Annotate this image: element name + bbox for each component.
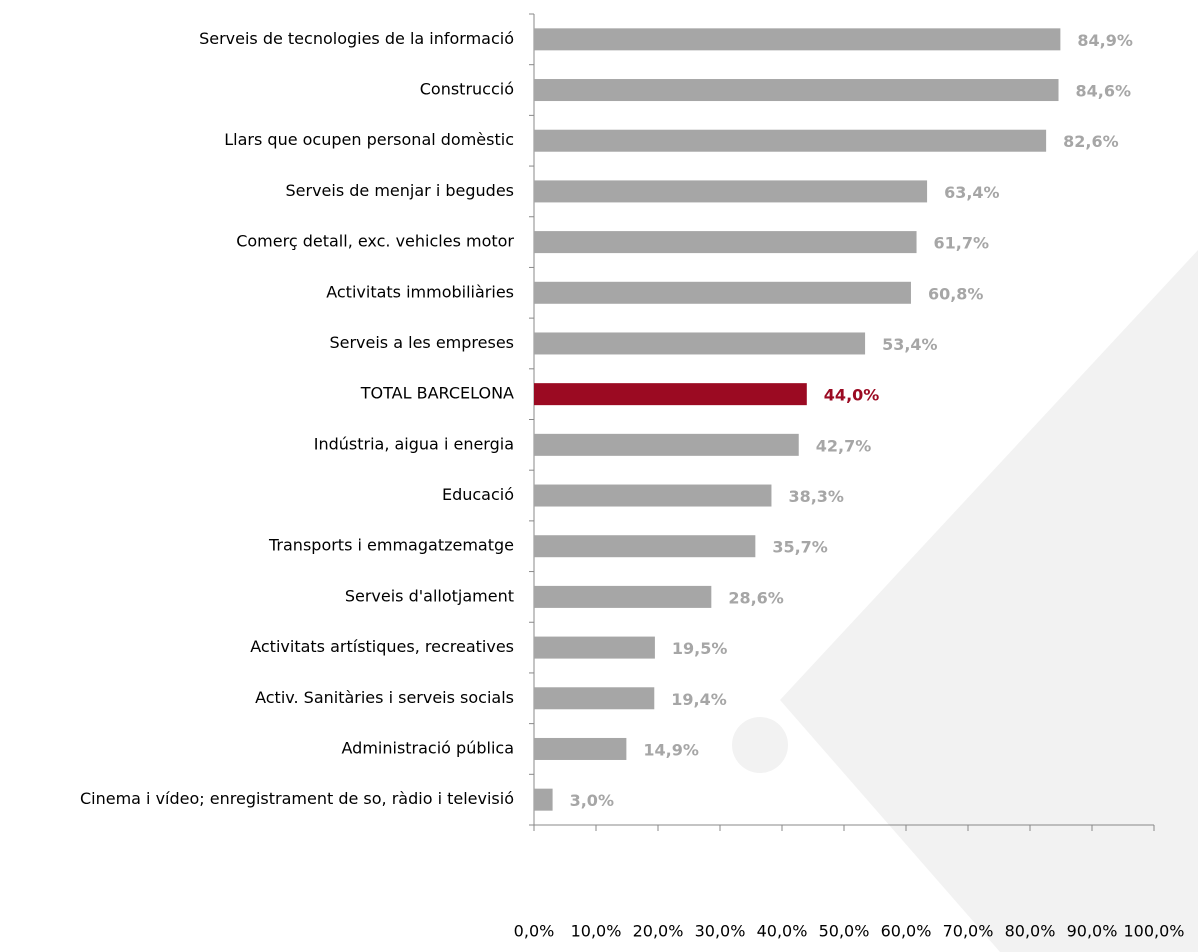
category-label: Activitats artístiques, recreatives — [250, 637, 514, 656]
category-label: Indústria, aigua i energia — [314, 434, 514, 453]
category-label: Activitats immobiliàries — [326, 282, 514, 301]
x-tick-label: 0,0% — [514, 922, 555, 941]
bar — [534, 79, 1059, 101]
value-label: 14,9% — [643, 740, 699, 759]
value-label: 19,4% — [671, 690, 727, 709]
value-label: 42,7% — [816, 436, 872, 455]
bar — [534, 28, 1060, 50]
category-label: Educació — [442, 485, 514, 504]
value-label: 61,7% — [934, 234, 990, 253]
bar — [534, 383, 807, 405]
value-label: 63,4% — [944, 183, 1000, 202]
bar — [534, 637, 655, 659]
x-tick-label: 30,0% — [695, 922, 746, 941]
x-tick-label: 90,0% — [1067, 922, 1118, 941]
bar — [534, 180, 927, 202]
bar — [534, 434, 799, 456]
category-label: Cinema i vídeo; enregistrament de so, rà… — [80, 789, 514, 808]
bar — [534, 586, 711, 608]
value-label: 60,8% — [928, 284, 984, 303]
category-label: Construcció — [420, 80, 514, 99]
x-tick-label: 100,0% — [1123, 922, 1184, 941]
value-label: 82,6% — [1063, 132, 1119, 151]
value-label: 3,0% — [570, 791, 614, 810]
value-label: 84,6% — [1076, 82, 1132, 101]
value-label: 35,7% — [772, 538, 828, 557]
category-label: Transports i emmagatzematge — [268, 536, 514, 555]
bar — [534, 485, 771, 507]
value-label: 38,3% — [788, 487, 844, 506]
category-label: Administració pública — [342, 738, 515, 757]
category-label: Serveis a les empreses — [329, 333, 514, 352]
value-label: 84,9% — [1077, 31, 1133, 50]
value-label: 53,4% — [882, 335, 938, 354]
bar — [534, 687, 654, 709]
value-label: 28,6% — [728, 588, 784, 607]
category-label: Serveis d'allotjament — [345, 586, 514, 605]
x-tick-label: 80,0% — [1005, 922, 1056, 941]
bar — [534, 332, 865, 354]
x-tick-label: 70,0% — [943, 922, 994, 941]
bar — [534, 282, 911, 304]
x-tick-label: 60,0% — [881, 922, 932, 941]
x-tick-label: 50,0% — [819, 922, 870, 941]
category-label: Llars que ocupen personal domèstic — [224, 130, 514, 149]
category-label: Comerç detall, exc. vehicles motor — [236, 232, 514, 251]
page: 0,0% 10,0% 20,0% 30,0% 40,0% 50,0% 60,0% 70,0% 8… — [0, 0, 1198, 952]
value-label: 44,0% — [824, 386, 880, 405]
category-label: Serveis de tecnologies de la informació — [199, 29, 514, 48]
bar — [534, 789, 553, 811]
bar — [534, 130, 1046, 152]
category-label: Activ. Sanitàries i serveis socials — [255, 688, 514, 707]
watermark — [732, 250, 1198, 952]
bar — [534, 535, 755, 557]
x-tick-label: 20,0% — [633, 922, 684, 941]
x-tick-label: 10,0% — [571, 922, 622, 941]
value-label: 19,5% — [672, 639, 728, 658]
category-label: Serveis de menjar i begudes — [286, 181, 515, 200]
category-label: TOTAL BARCELONA — [360, 384, 514, 403]
x-tick-label: 40,0% — [757, 922, 808, 941]
bar — [534, 738, 626, 760]
bar — [534, 231, 917, 253]
chart: 0,0% 10,0% 20,0% 30,0% 40,0% 50,0% 60,0% 70,0% 8… — [0, 0, 1198, 952]
